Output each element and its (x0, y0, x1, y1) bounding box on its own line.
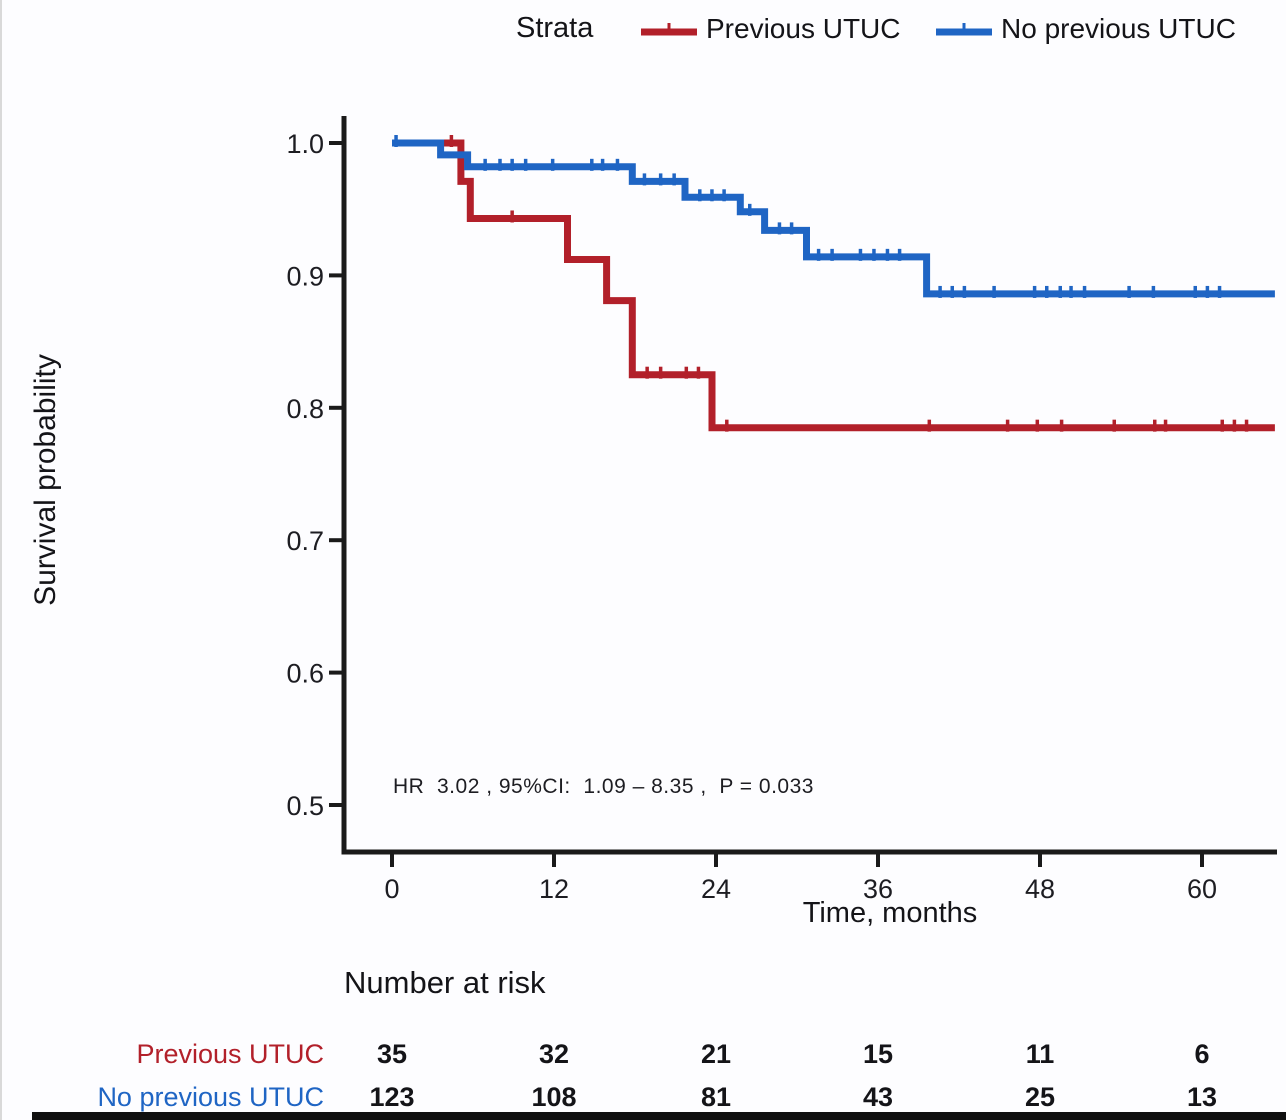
legend-label-no-previous-utuc: No previous UTUC (1001, 13, 1236, 44)
survival-curve (392, 139, 1275, 432)
risk-count: 15 (862, 1039, 894, 1069)
risk-count: 21 (700, 1039, 732, 1069)
risk-count: 25 (1024, 1082, 1056, 1112)
risk-count: 6 (1194, 1039, 1210, 1069)
x-tick-label: 36 (863, 874, 893, 904)
risk-count: 43 (862, 1082, 894, 1112)
legend-key-previous-utuc-icon (641, 23, 697, 36)
y-axis-label: Survival probability (29, 354, 62, 606)
x-tick-label: 48 (1025, 874, 1055, 904)
risk-count: 13 (1186, 1082, 1218, 1112)
y-tick-label: 0.5 (286, 791, 324, 821)
risk-row-label-previous-utuc: Previous UTUC (136, 1039, 324, 1069)
x-tick-label: 12 (539, 874, 569, 904)
legend-label-previous-utuc: Previous UTUC (706, 13, 901, 44)
risk-table-title: Number at risk (344, 965, 546, 1000)
risk-row-label-no-previous-utuc: No previous UTUC (97, 1082, 324, 1112)
y-tick-label: 0.8 (286, 394, 324, 424)
x-tick-label: 60 (1187, 874, 1217, 904)
risk-count: 108 (531, 1082, 577, 1112)
y-tick-label: 0.9 (286, 261, 324, 291)
hr-annotation: HR 3.02 , 95%CI: 1.09 – 8.35 , P = 0.033 (393, 775, 814, 798)
risk-count: 123 (369, 1082, 415, 1112)
bottom-border (32, 1112, 1286, 1120)
y-tick-label: 0.7 (286, 526, 324, 556)
y-tick-label: 1.0 (286, 129, 324, 159)
y-tick-label: 0.6 (286, 659, 324, 689)
legend-key-no-previous-utuc-icon (936, 23, 992, 36)
x-tick-label: 24 (701, 874, 731, 904)
risk-count: 11 (1025, 1039, 1055, 1069)
risk-count: 32 (538, 1039, 570, 1069)
risk-count: 81 (700, 1082, 732, 1112)
legend-title: Strata (516, 12, 594, 44)
x-axis-label: Time, months (802, 897, 978, 929)
risk-count: 35 (376, 1039, 408, 1069)
x-tick-label: 0 (384, 874, 399, 904)
